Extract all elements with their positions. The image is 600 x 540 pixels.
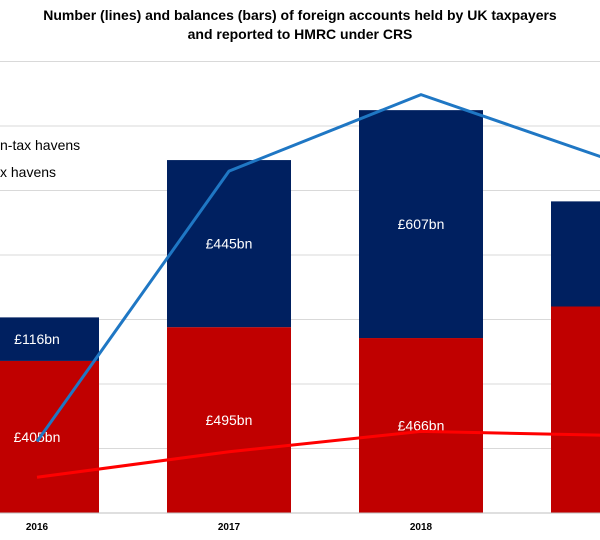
- x-tick-label: 2018: [410, 522, 433, 533]
- bar-non-tax-havens: [551, 201, 600, 307]
- legend-entry: x havens: [0, 164, 56, 180]
- data-label-tax-havens: £495bn: [206, 412, 253, 428]
- x-tick-label: 2016: [26, 522, 49, 533]
- legend-entry: n-tax havens: [0, 137, 80, 153]
- bar-non-tax-havens: [0, 317, 99, 361]
- bar-tax-havens: [167, 327, 291, 513]
- chart-title-line-2: and reported to HMRC under CRS: [187, 26, 413, 42]
- bar-tax-havens: [359, 338, 483, 513]
- data-label-non-tax-havens: £116bn: [14, 331, 60, 347]
- data-label-tax-havens: £466bn: [398, 418, 445, 434]
- bar-tax-havens: [0, 360, 99, 513]
- line-tax-havens-accounts: [36, 429, 600, 479]
- bar-tax-havens: [551, 306, 600, 513]
- data-label-tax-havens: £405bn: [14, 429, 61, 445]
- bar-non-tax-havens: [167, 160, 291, 328]
- chart-title: Number (lines) and balances (bars) of fo…: [0, 6, 600, 44]
- bar-non-tax-havens: [359, 110, 483, 339]
- data-label-non-tax-havens: £607bn: [398, 216, 445, 232]
- data-label-non-tax-havens: £445bn: [206, 236, 253, 252]
- line-non-tax-havens-accounts: [35, 93, 600, 443]
- x-tick-label: 2017: [218, 522, 241, 533]
- chart-title-line-1: Number (lines) and balances (bars) of fo…: [43, 7, 557, 23]
